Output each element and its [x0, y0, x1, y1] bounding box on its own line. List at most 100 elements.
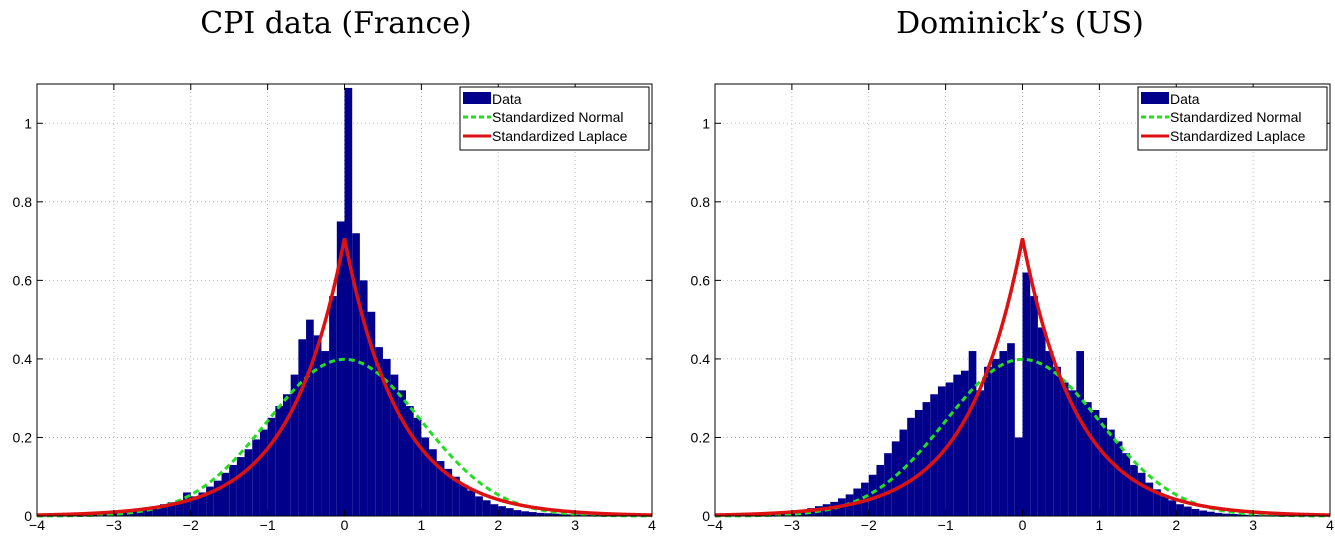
x-tick-label: 2	[494, 517, 502, 533]
legend-box	[459, 86, 650, 151]
histogram-bar	[252, 439, 260, 516]
histogram-bar	[544, 513, 553, 516]
chart-title: Dominick’s (US)	[896, 6, 1144, 41]
legend-swatch-data	[1141, 92, 1169, 104]
histogram-bar	[1030, 296, 1038, 516]
histogram-bar	[1199, 510, 1207, 516]
histogram-bar	[375, 347, 383, 516]
histogram-bar	[129, 510, 137, 516]
histogram-bar	[467, 490, 476, 516]
histogram-bar	[1153, 489, 1161, 516]
histogram-bar	[413, 417, 422, 516]
chart-legend: Data Standardized Normal Standardized Lapl…	[459, 86, 650, 151]
histogram-bar	[429, 449, 437, 516]
normal-density-curve	[37, 357, 652, 518]
histogram-bar	[498, 506, 506, 516]
histogram-bar	[1130, 464, 1138, 516]
y-tick-label: 0	[702, 508, 710, 524]
histogram-bar	[167, 502, 176, 516]
chart-title: CPI data (France)	[200, 6, 471, 41]
histogram-bar	[459, 484, 468, 516]
histogram-bar	[1191, 508, 1200, 516]
histogram-bar	[991, 358, 1000, 516]
histogram-bar	[329, 296, 337, 516]
histogram-bar	[1037, 327, 1046, 516]
histogram-bar	[922, 402, 931, 516]
legend-label: Data	[492, 91, 522, 107]
x-tick-label: −1	[260, 517, 276, 533]
histogram-bar	[313, 335, 322, 516]
histogram-bar	[344, 87, 353, 516]
y-tick-label: 0.4	[13, 351, 33, 367]
chart-panel-cpi-france: CPI data (France) −4 −3 −2 −1 0 1 2 3 4 0 0.2 0.4 0.…	[13, 6, 657, 533]
histogram-bar	[321, 351, 330, 516]
x-tick-label: 0	[341, 517, 349, 533]
y-tick-label: 1	[24, 115, 32, 131]
histogram-bar	[259, 429, 268, 516]
legend-label: Standardized Normal	[1170, 109, 1302, 125]
y-tick-label: 0.6	[691, 272, 711, 288]
histogram-bar	[1253, 514, 1261, 516]
histogram-bar	[390, 374, 399, 516]
histogram-bar	[267, 417, 276, 516]
y-tick-label: 0.6	[13, 272, 33, 288]
histogram-bar	[1160, 496, 1169, 516]
histogram-bar	[876, 464, 885, 516]
histogram-bar	[961, 370, 969, 516]
histogram-bar	[336, 221, 345, 517]
histogram-bar	[160, 504, 168, 516]
histogram-bar	[1091, 409, 1100, 516]
legend-box	[1137, 86, 1328, 151]
histogram-bar	[198, 492, 207, 516]
x-tick-label: −3	[106, 517, 122, 533]
histogram-bar	[1237, 514, 1246, 516]
histogram-bar	[529, 512, 537, 516]
histogram-bar	[144, 508, 153, 516]
chart-panel-dominicks-us: Dominick’s (US) −4 −3 −2 −1 0 1 2 3 4 0 0.2 0.4 0.6 0…	[691, 6, 1335, 533]
histogram-bar	[907, 417, 915, 516]
histogram-bar	[482, 500, 491, 516]
histogram-bar	[1084, 402, 1092, 516]
legend-label: Data	[1170, 91, 1200, 107]
histogram-bar	[1007, 343, 1015, 516]
y-tick-label: 0.8	[691, 194, 711, 210]
histogram-bar	[999, 351, 1008, 516]
histogram-bar	[582, 514, 591, 516]
histogram-bar	[1145, 482, 1154, 516]
histogram-bar	[283, 394, 291, 516]
x-tick-label: 4	[648, 517, 656, 533]
legend-label: Standardized Laplace	[1170, 128, 1306, 144]
normal-density-curve	[715, 357, 1330, 518]
histogram-bar	[275, 406, 283, 516]
histogram-bar	[1060, 382, 1069, 516]
histogram-bar	[953, 374, 961, 516]
chart-legend: Data Standardized Normal Standardized Lapl…	[1137, 86, 1328, 151]
histogram-bar	[1230, 514, 1238, 516]
histogram-bar	[930, 394, 938, 516]
histogram-bar	[298, 339, 307, 516]
histogram-bar	[536, 512, 545, 516]
x-tick-label: 1	[1095, 517, 1103, 533]
histogram-bar	[175, 500, 184, 516]
histogram-bar	[884, 453, 892, 516]
histogram-bar	[984, 366, 992, 516]
histogram-bar	[914, 409, 923, 516]
y-tick-label: 0.4	[691, 351, 711, 367]
histogram-bar	[1222, 513, 1231, 516]
histogram-bar	[367, 311, 376, 516]
y-tick-label: 0.2	[13, 429, 33, 445]
histogram-bar	[190, 496, 199, 516]
y-tick-label: 0.8	[13, 194, 33, 210]
y-tick-label: 0	[24, 508, 32, 524]
histogram-bar	[221, 472, 230, 516]
histogram-bar	[1176, 504, 1184, 516]
legend-label: Standardized Normal	[492, 109, 624, 125]
histogram-bar	[552, 513, 560, 516]
histogram-bar	[1014, 437, 1023, 516]
histogram-bar	[382, 358, 391, 516]
laplace-density-curve	[714, 237, 1331, 517]
histogram-bar	[899, 429, 908, 516]
histogram-bar	[868, 474, 877, 516]
histogram-bar	[475, 496, 483, 516]
x-tick-label: 3	[1249, 517, 1257, 533]
